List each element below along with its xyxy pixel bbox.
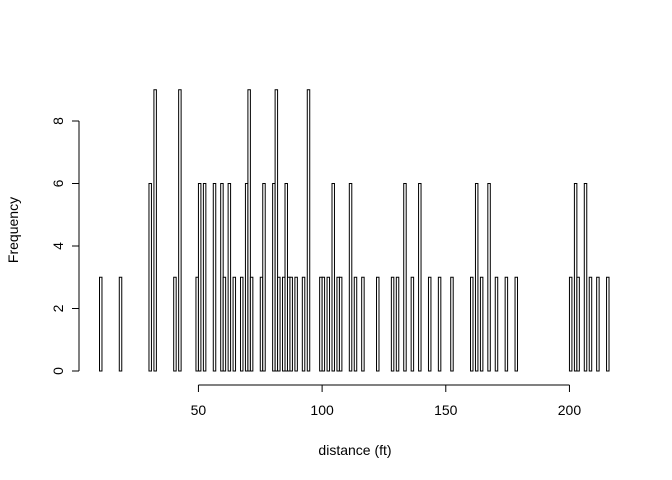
- x-tick-label: 150: [434, 402, 458, 418]
- histogram-bar: [450, 276, 454, 372]
- histogram-bar: [99, 276, 103, 372]
- histogram-bar: [395, 276, 400, 372]
- histogram-bar: [588, 276, 593, 372]
- histogram-bar: [239, 276, 244, 372]
- histogram-bar: [361, 276, 365, 372]
- histogram-bar: [173, 276, 177, 372]
- histogram-bar: [301, 276, 306, 372]
- histogram-bar: [289, 276, 293, 372]
- histogram-bar: [274, 89, 279, 372]
- y-axis: 0 2 4 6 8: [50, 117, 80, 375]
- histogram-bar: [487, 183, 491, 372]
- histogram-bar: [568, 276, 573, 372]
- histogram-bar: [470, 276, 474, 372]
- histogram-bar: [504, 276, 509, 372]
- histogram-bar: [348, 183, 353, 372]
- histogram-bar: [479, 276, 484, 372]
- histogram-bar: [576, 276, 580, 372]
- histogram-bar: [390, 276, 395, 372]
- y-tick-label: 2: [50, 304, 66, 312]
- histogram-bar: [118, 276, 123, 372]
- histogram-bars: [99, 89, 610, 372]
- histogram-bar: [331, 183, 335, 372]
- histogram-bar: [326, 276, 331, 372]
- histogram-bar: [222, 276, 227, 372]
- x-tick-label: 50: [191, 402, 207, 418]
- x-axis-title: distance (ft): [318, 442, 391, 458]
- histogram-bar: [353, 276, 358, 372]
- x-tick-label: 100: [310, 402, 334, 418]
- histogram-bar: [153, 89, 157, 372]
- histogram-bar: [197, 183, 202, 372]
- histogram-bar: [262, 183, 266, 372]
- histogram-bar: [249, 276, 254, 372]
- histogram-bar: [321, 276, 326, 372]
- histogram-bar: [148, 183, 152, 372]
- histogram-bar: [403, 183, 407, 372]
- histogram-bar: [410, 276, 415, 372]
- y-tick-label: 0: [50, 367, 66, 375]
- histogram-bar: [277, 276, 281, 372]
- histogram-bar: [606, 276, 610, 372]
- histogram-bar: [427, 276, 432, 372]
- histogram-bar: [418, 183, 422, 372]
- x-tick-label: 200: [558, 402, 582, 418]
- histogram-bar: [376, 276, 380, 372]
- histogram-bar: [202, 183, 207, 372]
- x-axis: 50 100 150 200: [191, 384, 582, 418]
- y-tick-label: 8: [50, 117, 66, 125]
- y-axis-title: Frequency: [5, 197, 21, 263]
- histogram-bar: [583, 183, 588, 372]
- histogram-bar: [212, 183, 217, 372]
- histogram-bar: [294, 276, 298, 372]
- histogram-bar: [227, 183, 232, 372]
- histogram-bar: [494, 276, 499, 372]
- histogram-bar: [178, 89, 182, 372]
- histogram-bar: [514, 276, 519, 372]
- histogram-bar: [247, 89, 251, 372]
- histogram-bar: [437, 276, 442, 372]
- histogram-bar: [232, 276, 237, 372]
- histogram-bar: [596, 276, 600, 372]
- y-tick-label: 6: [50, 179, 66, 187]
- histogram-bar: [338, 276, 343, 372]
- histogram-bar: [306, 89, 311, 372]
- histogram-bar: [474, 183, 479, 372]
- y-tick-label: 4: [50, 242, 66, 250]
